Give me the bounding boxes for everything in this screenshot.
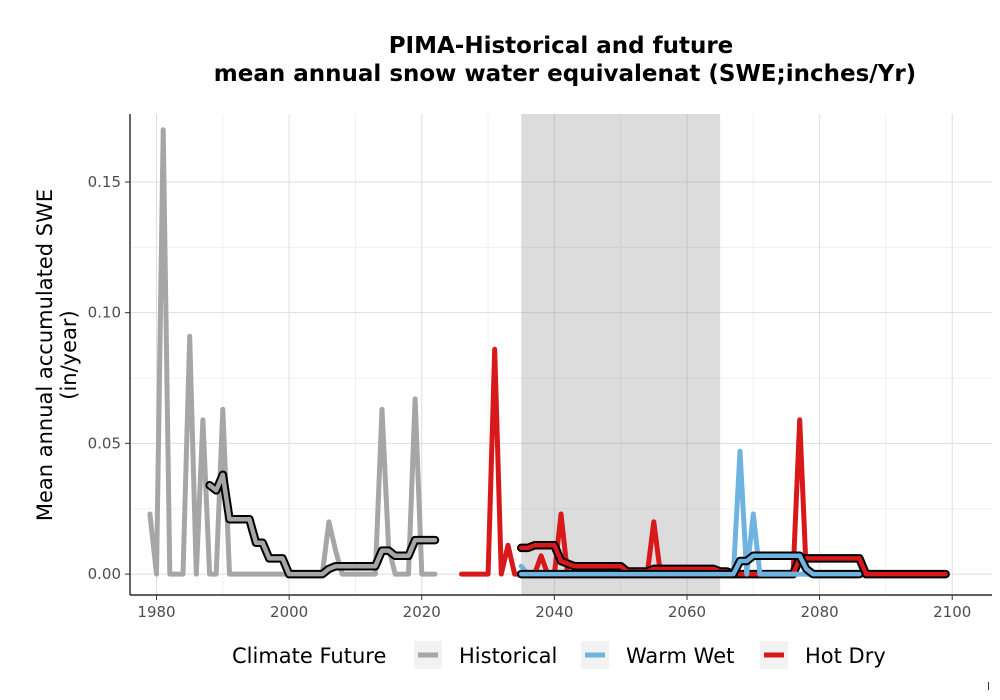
y-axis-title-line-2: (in/year) xyxy=(57,310,81,399)
x-tick-label: 2040 xyxy=(535,603,573,621)
x-tick-label: 2000 xyxy=(270,603,308,621)
y-axis-ticks: 0.00 0.05 0.10 0.15 xyxy=(88,173,130,583)
legend-label-hot-dry: Hot Dry xyxy=(805,644,886,668)
x-tick-label: 2080 xyxy=(801,603,839,621)
chart-title-line-1: PIMA-Historical and future xyxy=(389,33,734,59)
y-tick-label: 0.00 xyxy=(88,565,121,583)
series-historical-line xyxy=(147,127,438,577)
legend: Climate Future Historical Warm Wet Hot Dry xyxy=(232,641,886,669)
legend-label-historical: Historical xyxy=(459,644,557,668)
series-lines xyxy=(147,127,950,579)
x-tick-label: 1980 xyxy=(137,603,175,621)
x-axis-ticks: 1980 2000 2020 2040 2060 2080 2100 xyxy=(137,595,971,621)
x-tick-label: 2060 xyxy=(668,603,706,621)
y-tick-label: 0.15 xyxy=(88,173,121,191)
legend-label-warm-wet: Warm Wet xyxy=(626,644,734,668)
legend-title: Climate Future xyxy=(232,644,386,668)
x-tick-label: 2020 xyxy=(403,603,441,621)
y-axis-title: Mean annual accumulated SWE (in/year) xyxy=(33,189,81,521)
series-historical-smooth-line xyxy=(207,472,438,577)
x-tick-label: 2100 xyxy=(933,603,971,621)
chart-title-line-2: mean annual snow water equivalenat (SWE;… xyxy=(214,61,916,87)
y-tick-label: 0.10 xyxy=(88,304,121,322)
axes xyxy=(129,114,992,596)
series-warm-wet-smooth-line xyxy=(518,553,862,577)
shaded-period xyxy=(521,114,721,595)
corner-mark xyxy=(988,682,989,690)
shaded-period-rect xyxy=(521,114,721,595)
y-axis-title-line-1: Mean annual accumulated SWE xyxy=(33,189,57,521)
y-tick-label: 0.05 xyxy=(88,434,121,452)
